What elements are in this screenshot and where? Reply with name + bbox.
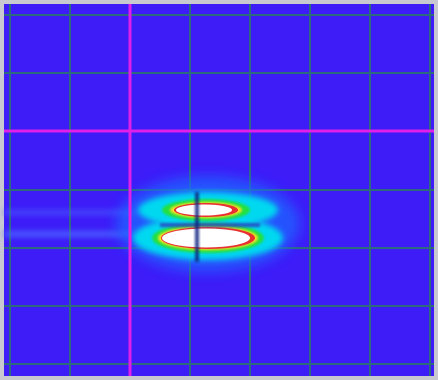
- beam-spot: [116, 176, 300, 272]
- beam-profile: [0, 0, 438, 380]
